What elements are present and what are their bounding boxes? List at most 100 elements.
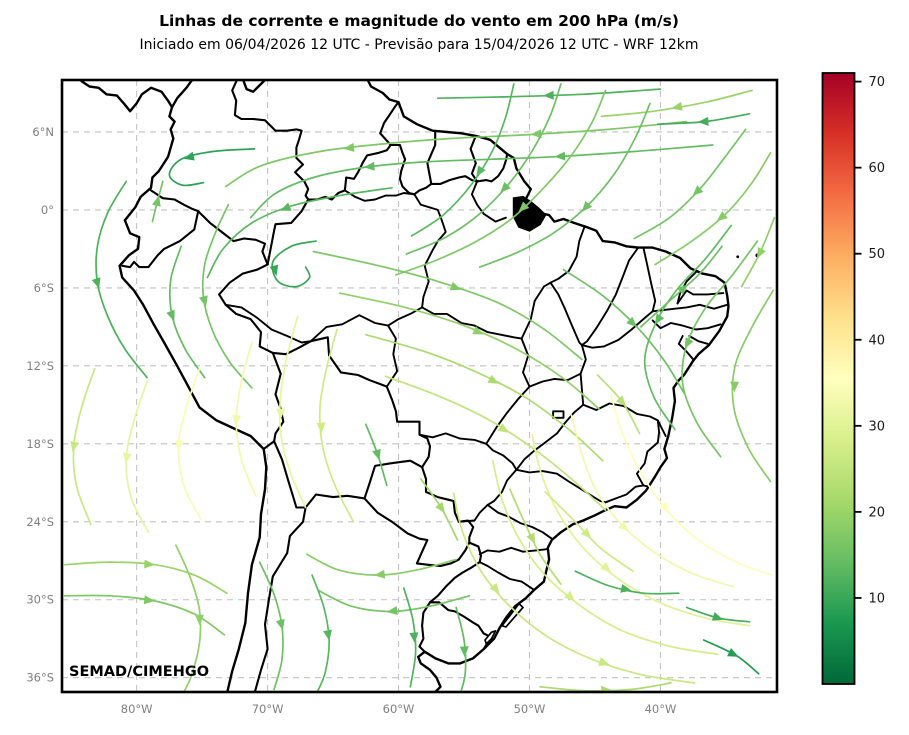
streamline <box>436 88 662 100</box>
streamline-arrowhead <box>711 612 724 621</box>
state-border <box>688 335 709 345</box>
streamline-arrowhead <box>692 185 704 196</box>
lat-tick-label: 12°S <box>26 359 54 373</box>
state-border <box>515 403 585 471</box>
streamline <box>491 459 719 656</box>
streamline-arrowhead <box>363 161 375 171</box>
streamline-arrowhead <box>659 502 669 514</box>
lat-tick-label: 6°S <box>34 281 54 295</box>
streamline <box>175 544 202 692</box>
axis-labels: 6°N 0° 6°S 12°S 18°S 24°S 30°S 36°S 80°W 70°W 60°W… <box>26 125 676 716</box>
streamline <box>271 240 317 288</box>
state-border <box>485 337 531 445</box>
country-border <box>307 143 392 201</box>
lat-tick-label: 0° <box>41 203 54 217</box>
streamline-arrowhead <box>615 395 627 407</box>
streamline <box>63 594 226 636</box>
lon-tick-label: 70°W <box>252 702 284 716</box>
streamline-arrowhead <box>526 532 535 544</box>
streamline <box>338 292 600 410</box>
state-border <box>520 281 552 340</box>
figure-subtitle: Iniciado em 06/04/2026 12 UTC - Previsão… <box>139 37 698 53</box>
country-border <box>426 130 437 185</box>
country-border <box>418 601 432 653</box>
state-border <box>343 189 416 202</box>
state-border <box>549 281 583 347</box>
island-dot <box>736 255 740 259</box>
lon-tick-label: 40°W <box>645 702 677 716</box>
colorbar-tick-label: 50 <box>869 247 886 262</box>
streamline-arrowhead <box>409 632 419 644</box>
colorbar-tick-label: 10 <box>869 591 886 606</box>
country-border <box>262 440 276 451</box>
streamline <box>95 180 148 379</box>
lon-tick-label: 60°W <box>383 702 415 716</box>
country-border <box>253 506 307 692</box>
streamline-arrowhead <box>386 606 398 615</box>
streamline-arrowhead <box>123 452 132 464</box>
streamline-arrowhead <box>372 448 381 461</box>
streamline-arrowhead <box>472 326 484 335</box>
streamline-arrowhead <box>684 337 694 349</box>
colorbar-tick-label: 70 <box>869 75 886 90</box>
streamline-arrowhead <box>600 562 612 573</box>
streamline <box>455 606 467 692</box>
colorbar-tick-label: 40 <box>869 333 886 348</box>
state-border <box>457 468 518 523</box>
streamline-arrowhead <box>730 381 740 393</box>
page-title: Linhas de corrente e magnitude do vento … <box>159 12 679 30</box>
country-border <box>231 80 310 201</box>
colorbar-tick-label: 20 <box>869 505 886 520</box>
streamline <box>702 639 760 675</box>
streamline <box>410 83 515 237</box>
streamline-arrowhead <box>601 685 612 692</box>
state-border <box>528 372 582 388</box>
lat-tick-label: 24°S <box>26 515 54 529</box>
state-border <box>478 546 549 556</box>
country-border <box>273 440 307 509</box>
streamline <box>531 433 751 627</box>
colorbar-tick-label: 30 <box>869 419 886 434</box>
streamline <box>224 120 688 188</box>
country-border <box>428 601 490 651</box>
lat-tick-label: 36°S <box>26 671 54 685</box>
coastline <box>366 80 730 692</box>
streamline <box>168 245 206 379</box>
streamline-arrowhead <box>232 414 242 426</box>
lagoon-outline <box>484 630 497 645</box>
state-border <box>676 289 725 305</box>
country-border <box>304 493 366 509</box>
country-border <box>218 263 274 354</box>
streamline-arrowhead <box>500 181 511 193</box>
streamline <box>206 186 393 279</box>
lagoon-outline <box>501 602 524 628</box>
streamline <box>201 203 253 389</box>
state-border <box>309 306 424 343</box>
country-border <box>428 541 483 604</box>
streamline-arrowhead <box>183 151 195 161</box>
streamline <box>609 393 773 576</box>
state-border <box>552 410 565 419</box>
streamline <box>364 333 604 462</box>
country-border <box>421 466 475 544</box>
state-border <box>421 306 523 340</box>
country-border <box>363 459 424 500</box>
streamline-arrowhead <box>316 422 326 434</box>
streamline-arrowhead <box>459 646 469 658</box>
country-border <box>430 175 479 185</box>
streamline-arrowhead <box>166 309 175 322</box>
streamline-arrowhead <box>697 116 709 126</box>
country-border <box>469 134 479 183</box>
streamline <box>312 250 583 361</box>
state-border <box>642 246 657 313</box>
streamline-layer <box>63 83 776 692</box>
streamline-arrowhead <box>489 582 500 594</box>
streamline-arrowhead <box>626 316 638 328</box>
colorbar-frame <box>821 72 856 685</box>
streamline-arrowhead <box>487 374 499 384</box>
streamline-arrowhead <box>343 142 355 152</box>
streamline-arrowhead <box>175 439 185 451</box>
state-border <box>549 225 586 284</box>
streamline-arrowhead <box>671 101 683 111</box>
streamline-arrowhead <box>70 441 80 453</box>
